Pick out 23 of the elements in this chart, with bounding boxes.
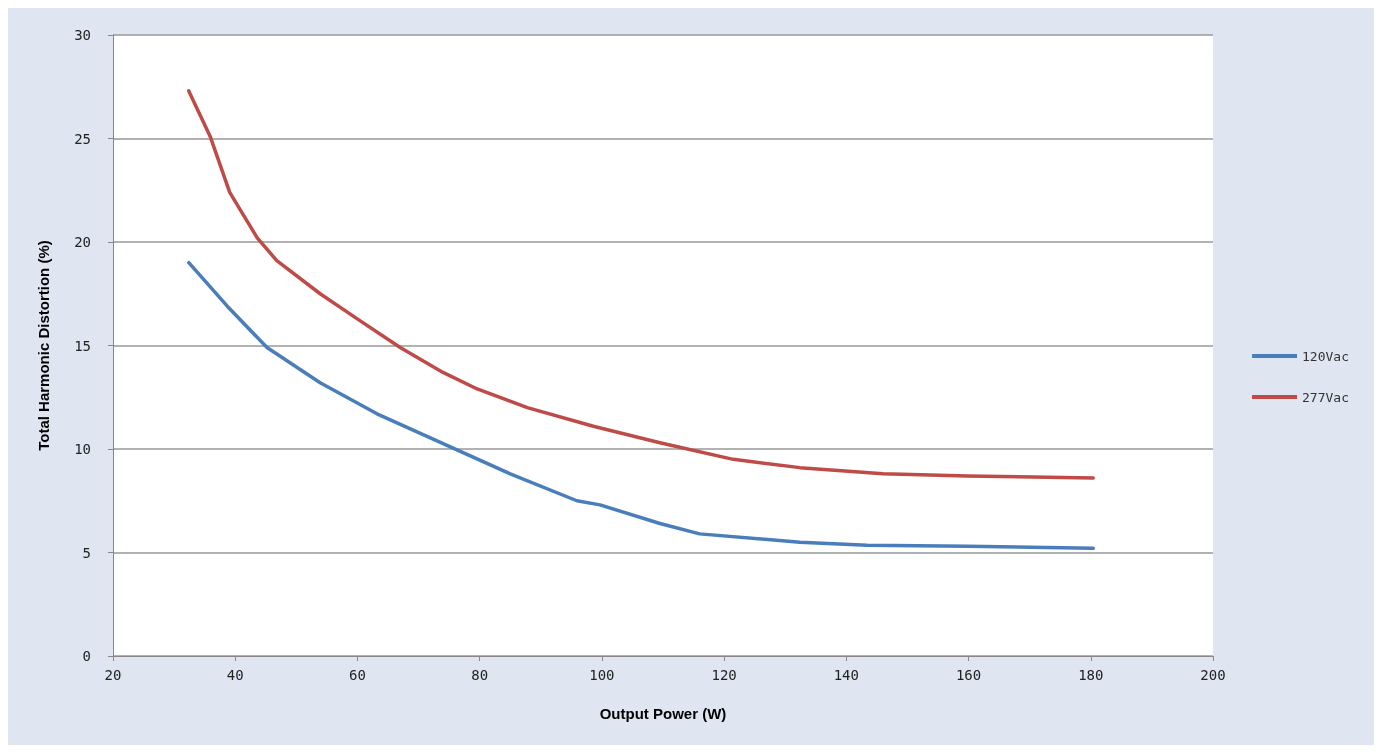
x-tick-label: 140 [833, 667, 859, 683]
x-tick-label: 80 [471, 667, 489, 683]
x-tick-label: 40 [226, 667, 244, 683]
y-tick-label: 20 [74, 234, 91, 250]
x-tick-label: 60 [349, 667, 366, 683]
line-series [187, 89, 1095, 480]
line-series [187, 260, 1095, 551]
legend-label: 277Vac [1302, 389, 1350, 405]
y-tick-label: 0 [82, 648, 91, 664]
y-tick-label: 25 [74, 130, 91, 147]
legend-label: 120Vac [1302, 348, 1350, 364]
x-tick-label: 100 [589, 667, 615, 683]
x-tick-label: 180 [1078, 667, 1104, 683]
x-tick-label: 200 [1200, 667, 1226, 683]
x-tick-label: 120 [711, 667, 737, 683]
x-tick-label: 160 [955, 667, 982, 683]
y-tick-label: 30 [74, 27, 91, 43]
x-tick-label: 20 [104, 667, 122, 683]
y-tick-label: 5 [82, 544, 91, 561]
y-axis-title: Total Harmonic Distortion (%) [35, 240, 52, 451]
y-tick-label: 10 [74, 441, 91, 457]
y-tick-label: 15 [74, 337, 91, 354]
x-axis-title: Output Power (W) [599, 705, 727, 722]
